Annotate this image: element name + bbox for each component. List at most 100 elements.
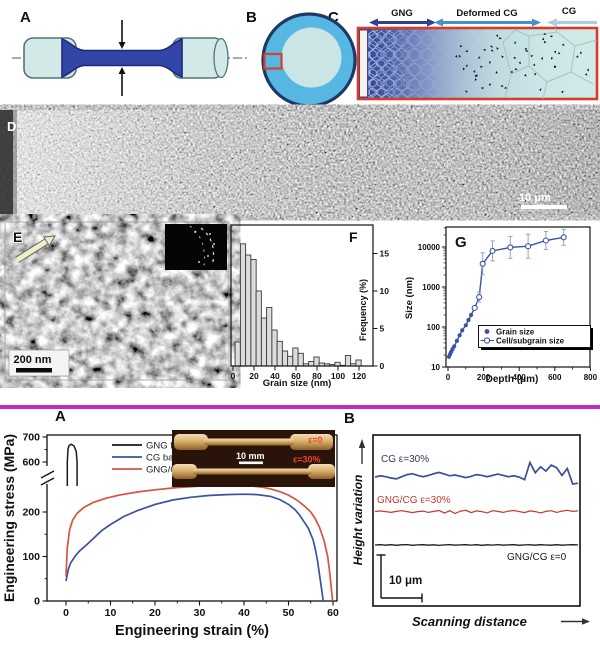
sa-yaxis-title: Engineering stress (MPa) — [1, 434, 17, 602]
trace-label-gngcg-0: GNG/CG ε=0 — [507, 552, 567, 563]
svg-text:10: 10 — [105, 607, 117, 619]
up-arrow-icon — [118, 67, 126, 74]
open-circle-marker-icon — [483, 337, 491, 344]
undeformed-specimen — [174, 434, 333, 450]
svg-text:15: 15 — [380, 249, 390, 259]
inset-scalebar-label: 10 mm — [236, 451, 265, 461]
specimen-edge-band — [0, 110, 13, 215]
cg-arrow-left-head-icon — [547, 18, 557, 27]
svg-text:600: 600 — [22, 457, 40, 469]
panel-d-micrograph: D 10 μm — [0, 110, 600, 215]
trace-label-gngcg-30: GNG/CG ε=30% — [377, 495, 451, 506]
svg-text:1000: 1000 — [422, 283, 440, 292]
svg-text:40: 40 — [270, 371, 280, 381]
g-legend-cell-size: Cell/subgrain size — [496, 337, 565, 346]
specimen-photo-inset: ε=0 ε=30% 10 mm — [172, 430, 335, 487]
svg-text:0: 0 — [380, 361, 385, 371]
filled-circle-marker-icon — [484, 329, 490, 334]
inset-scalebar — [239, 461, 263, 465]
svg-text:400: 400 — [513, 373, 527, 382]
sb-plot-frame — [372, 434, 581, 607]
e-scalebar-label: 200 nm — [14, 354, 52, 366]
gng-arrow-left-head-icon — [369, 18, 378, 27]
sb-scale-marks — [376, 554, 423, 603]
growth-arrow-head-icon — [42, 235, 56, 247]
g-xaxis-title: Depth (μm) — [486, 374, 539, 385]
sa-xaxis-title: Engineering strain (%) — [115, 623, 269, 639]
svg-text:10: 10 — [431, 363, 440, 372]
d-scalebar-label: 10 μm — [519, 192, 551, 204]
strain-30-label: ε=30% — [293, 455, 321, 465]
sb-xaxis-title: Scanning distance — [412, 614, 527, 629]
histogram-plot: 0 20 40 60 80 100 120 0 5 10 15 — [230, 224, 390, 381]
down-arrow-icon — [118, 42, 126, 49]
svg-text:60: 60 — [291, 371, 301, 381]
g-plot-content: 0 200 400 600 800 10 100 1000 10000 — [418, 227, 598, 382]
bar-cross-section-core — [281, 27, 342, 88]
height-profile-chart: CG ε=30% GNG/CG ε=30% GNG/CG ε=0 10 μm H… — [351, 434, 590, 629]
sb-scalebar-label: 10 μm — [389, 575, 422, 587]
svg-text:0: 0 — [34, 596, 40, 608]
svg-text:20: 20 — [149, 607, 161, 619]
g-yaxis-title: Size (nm) — [404, 277, 415, 319]
sem-gradient-overlay — [0, 110, 600, 215]
panel-a-label: A — [20, 9, 31, 26]
svg-text:600: 600 — [548, 373, 562, 382]
figure-divider — [0, 405, 600, 409]
panel-b-label: B — [246, 9, 257, 26]
y-axis-break — [40, 466, 55, 486]
panel-e-tem-micrograph: E 200 nm — [4, 221, 230, 381]
svg-text:40: 40 — [238, 607, 250, 619]
panel-a-specimen-schematic — [12, 20, 249, 96]
svg-text:0: 0 — [231, 371, 236, 381]
svg-text:0: 0 — [63, 607, 69, 619]
f-xaxis-title: Grain size (nm) — [263, 378, 332, 389]
gauge-section — [61, 37, 183, 79]
right-cylinder-cap — [213, 37, 229, 79]
sb-plot-content — [374, 460, 579, 547]
trace-label-cg: CG ε=30% — [381, 454, 429, 465]
cg-region-label: CG — [562, 6, 576, 17]
gng-region-label: GNG — [391, 8, 413, 19]
g-legend-grain-size: Grain size — [496, 328, 535, 337]
svg-text:100: 100 — [22, 551, 40, 563]
svg-text:10: 10 — [380, 286, 390, 296]
deformed-cg-region-label: Deformed CG — [456, 8, 517, 19]
svg-text:800: 800 — [584, 373, 598, 382]
g-plot-frame — [445, 226, 591, 368]
f-yaxis-title: Frequency (%) — [358, 279, 368, 341]
tem-frame — [4, 221, 230, 381]
svg-text:30: 30 — [194, 607, 206, 619]
diffraction-inset — [165, 224, 227, 270]
d-scalebar — [521, 205, 567, 209]
e-scalebar — [16, 368, 52, 373]
surface-strip — [360, 30, 367, 97]
coarse-grain-outlines — [502, 27, 598, 100]
panel-e-label: E — [13, 229, 22, 245]
panel-b-cross-section — [261, 12, 357, 108]
deformed-cg-arrow-right-head-icon — [532, 18, 541, 27]
right-arrow-icon — [582, 618, 590, 625]
svg-text:120: 120 — [352, 371, 366, 381]
dislocation-triangles — [454, 32, 589, 94]
svg-text:100: 100 — [427, 323, 441, 332]
deformed-specimen — [172, 464, 335, 479]
sb-yaxis-title: Height variation — [351, 475, 365, 566]
svg-text:10000: 10000 — [418, 243, 441, 252]
panel-d-label: D — [7, 119, 16, 134]
svg-text:700: 700 — [22, 432, 40, 444]
deformed-cg-arrow-left-head-icon — [434, 18, 443, 27]
svg-text:50: 50 — [283, 607, 295, 619]
g-legend: Grain size Cell/subgrain size — [478, 325, 593, 350]
e-scalebar-group: 200 nm — [8, 349, 70, 377]
bottom-panel-b-label: B — [344, 410, 355, 427]
svg-text:80: 80 — [312, 371, 322, 381]
bottom-panel-a-label: A — [55, 408, 66, 425]
svg-text:100: 100 — [331, 371, 345, 381]
gng-arrow-right-head-icon — [427, 18, 436, 27]
growth-arrow-shaft — [15, 239, 48, 263]
